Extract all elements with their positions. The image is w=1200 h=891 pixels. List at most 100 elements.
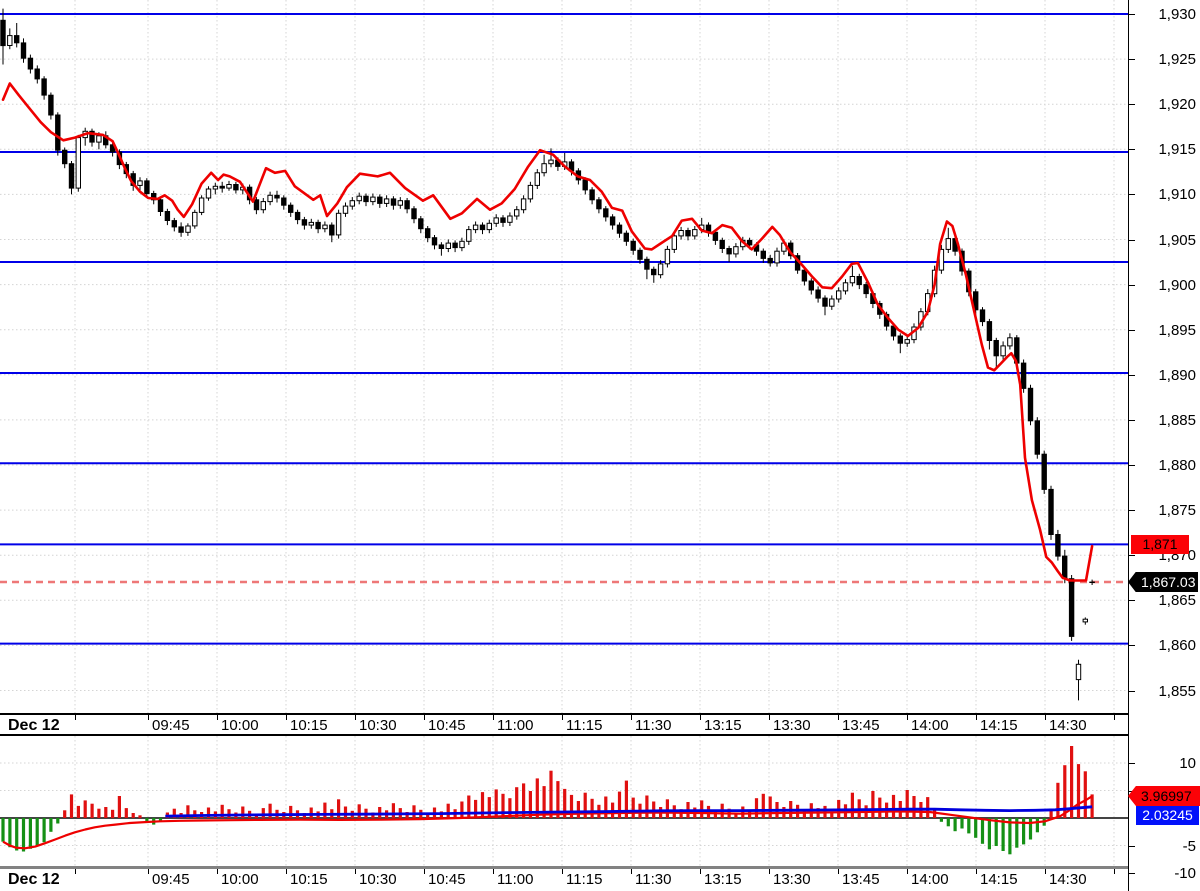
- price-axis-tick: [1128, 59, 1135, 60]
- price-axis-tick: [1128, 510, 1135, 511]
- time-axis-label: 11:30: [635, 871, 672, 888]
- time-axis-tick: [217, 715, 218, 720]
- time-axis-tick: [355, 869, 356, 874]
- date-label: Dec 12: [8, 717, 60, 734]
- time-axis-tick: [976, 715, 977, 720]
- y-axis-spine: [1128, 0, 1129, 891]
- price-axis-label: 1,865: [1158, 592, 1196, 609]
- price-axis-label: 1,900: [1158, 277, 1196, 294]
- indicator-axis-tick: [1128, 873, 1135, 874]
- time-axis-label: 10:00: [221, 717, 259, 734]
- time-axis-label: 14:15: [980, 717, 1018, 734]
- time-axis-tick: [838, 715, 839, 720]
- time-axis-label: 14:30: [1049, 871, 1087, 888]
- price-axis-label: 1,925: [1158, 51, 1196, 68]
- time-axis-label: 14:00: [911, 717, 949, 734]
- price-axis-label: 1,860: [1158, 637, 1196, 654]
- time-axis-label: 11:15: [566, 717, 603, 734]
- time-axis-label: 10:45: [428, 717, 466, 734]
- time-axis-tick: [700, 715, 701, 720]
- time-axis-tick: [148, 715, 149, 720]
- time-axis-tick: [976, 869, 977, 874]
- price-axis-tick: [1128, 465, 1135, 466]
- price-axis-label: 1,920: [1158, 96, 1196, 113]
- time-axis-tick: [424, 715, 425, 720]
- price-axis-label: 1,885: [1158, 412, 1196, 429]
- last-price-badge: 1,867.03: [1128, 572, 1198, 592]
- price-axis-label: 1,890: [1158, 367, 1196, 384]
- price-axis-label: 1,930: [1158, 6, 1196, 23]
- time-axis-label: 11:15: [566, 871, 603, 888]
- time-axis-label: 13:45: [842, 717, 880, 734]
- time-axis-label: 13:45: [842, 871, 880, 888]
- time-axis-tick: [217, 869, 218, 874]
- time-axis-tick: [1045, 715, 1046, 720]
- price-axis-label: 1,915: [1158, 141, 1196, 158]
- time-axis-label: 10:45: [428, 871, 466, 888]
- time-axis-tick: [286, 715, 287, 720]
- price-axis-tick: [1128, 285, 1135, 286]
- indicator-axis-label: 10: [1179, 755, 1196, 772]
- date-label: Dec 12: [8, 871, 60, 888]
- time-axis-tick: [493, 869, 494, 874]
- price-axis-label: 1,880: [1158, 457, 1196, 474]
- time-axis-label: 09:45: [152, 717, 190, 734]
- indicator-axis-tick: [1128, 763, 1135, 764]
- indicator-axis-tick: [1128, 846, 1135, 847]
- time-axis-tick: [838, 869, 839, 874]
- time-axis-tick: [75, 715, 76, 720]
- price-axis-tick: [1128, 691, 1135, 692]
- time-axis-tick: [769, 869, 770, 874]
- time-axis-tick: [286, 869, 287, 874]
- price-axis-tick: [1128, 555, 1135, 556]
- price-axis-tick: [1128, 330, 1135, 331]
- time-axis-tick: [75, 869, 76, 874]
- indicator-fast-value-badge: 3.96997: [1128, 786, 1200, 806]
- indicator-axis-label: -10: [1174, 865, 1196, 882]
- price-axis-tick: [1128, 14, 1135, 15]
- price-axis-label: 1,895: [1158, 322, 1196, 339]
- price-axis-label: 1,875: [1158, 502, 1196, 519]
- price-axis-label: 1,905: [1158, 232, 1196, 249]
- time-axis-label: 14:30: [1049, 717, 1087, 734]
- time-axis-tick: [700, 869, 701, 874]
- time-axis-label: 11:30: [635, 717, 672, 734]
- indicator-slow-value-badge: 2.03245: [1136, 806, 1199, 825]
- time-axis-upper: Dec 12 09:45 10:00 10:15 10:30 10:45 11:00 11:…: [0, 713, 1129, 736]
- time-axis-tick: [907, 715, 908, 720]
- time-axis-tick: [769, 715, 770, 720]
- time-axis-label: 13:15: [704, 717, 742, 734]
- time-axis-label: 10:15: [290, 717, 328, 734]
- indicator-panel[interactable]: [0, 736, 1200, 866]
- price-axis-label: 1,855: [1158, 683, 1196, 700]
- time-axis-tick: [1114, 869, 1115, 874]
- time-axis-tick: [424, 869, 425, 874]
- time-axis-tick: [562, 869, 563, 874]
- price-chart-panel[interactable]: [0, 0, 1200, 713]
- time-axis-tick: [631, 715, 632, 720]
- price-axis-tick: [1128, 645, 1135, 646]
- time-axis-label: 10:00: [221, 871, 259, 888]
- time-axis-tick: [148, 869, 149, 874]
- price-axis-tick: [1128, 149, 1135, 150]
- price-axis-tick: [1128, 375, 1135, 376]
- time-axis-label: 11:00: [497, 871, 534, 888]
- time-axis-lower: Dec 12 09:45 10:00 10:15 10:30 10:45 11:00 11:…: [0, 866, 1129, 891]
- price-axis-tick: [1128, 194, 1135, 195]
- time-axis-tick: [631, 869, 632, 874]
- time-axis-tick: [355, 715, 356, 720]
- time-axis-label: 10:30: [359, 717, 397, 734]
- time-axis-tick: [1045, 869, 1046, 874]
- indicator-axis-tick: [1128, 791, 1135, 792]
- time-axis-tick: [562, 715, 563, 720]
- time-axis-label: 13:30: [773, 871, 811, 888]
- time-axis-label: 14:00: [911, 871, 949, 888]
- time-axis-label: 09:45: [152, 871, 190, 888]
- time-axis-label: 10:15: [290, 871, 328, 888]
- time-axis-label: 13:15: [704, 871, 742, 888]
- price-axis-tick: [1128, 240, 1135, 241]
- price-axis-tick: [1128, 600, 1135, 601]
- time-axis-tick: [907, 869, 908, 874]
- time-axis-label: 14:15: [980, 871, 1018, 888]
